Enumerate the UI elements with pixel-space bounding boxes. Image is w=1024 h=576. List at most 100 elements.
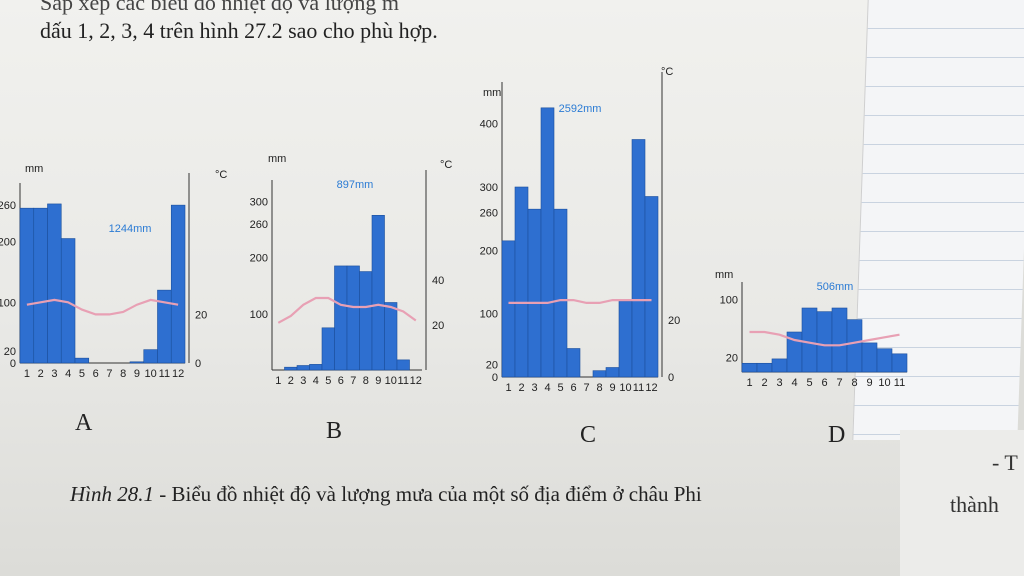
y2-tick-label: 20 xyxy=(668,315,680,327)
bar xyxy=(384,302,398,371)
x-tick-label: 11 xyxy=(159,368,170,380)
bar xyxy=(321,327,335,371)
bar xyxy=(631,139,646,378)
bar xyxy=(33,207,48,364)
x-tick-label: 4 xyxy=(791,377,797,389)
x-tick-label: 6 xyxy=(570,382,576,394)
caption-text: - Biểu đồ nhiệt độ và lượng mưa của một … xyxy=(154,482,702,506)
x-tick-label: 12 xyxy=(410,375,422,387)
x-tick-label: 10 xyxy=(878,377,890,389)
bar xyxy=(47,203,62,364)
x-tick-label: 9 xyxy=(134,368,140,380)
y-tick-label: 300 xyxy=(480,182,498,194)
chart-c: 1 2 3 4 5 6 7 8 9 10 11 12020100200260300400020mm°C… xyxy=(480,66,681,394)
y-tick-label: 100 xyxy=(720,294,738,306)
y2-tick-label: 0 xyxy=(195,358,201,370)
bar xyxy=(771,358,788,373)
x-tick-label: 9 xyxy=(375,375,381,387)
bar xyxy=(801,307,818,373)
x-tick-label: 2 xyxy=(518,382,524,394)
bar xyxy=(371,215,385,371)
x-tick-label: 3 xyxy=(300,375,306,387)
notebook-edge xyxy=(900,430,1024,576)
chart-letter-d: D xyxy=(828,422,846,448)
y2-axis-label: °C xyxy=(440,159,452,171)
x-tick-label: 5 xyxy=(325,375,331,387)
x-tick-label: 8 xyxy=(363,375,369,387)
bar xyxy=(296,365,310,371)
x-tick-label: 3 xyxy=(531,382,537,394)
textbook-page xyxy=(0,0,900,576)
total-rainfall-label: 506mm xyxy=(817,281,854,293)
temperature-line xyxy=(508,299,652,304)
chart-letter-c: C xyxy=(580,422,597,448)
y-tick-label: 100 xyxy=(0,297,16,309)
y-axis-label: mm xyxy=(268,153,286,165)
x-tick-label: 9 xyxy=(609,382,615,394)
y2-tick-label: 40 xyxy=(432,275,444,287)
x-tick-label: 9 xyxy=(866,377,872,389)
temperature-line xyxy=(277,296,417,324)
bar xyxy=(861,342,878,373)
x-tick-label: 7 xyxy=(583,382,589,394)
y2-axis-label: °C xyxy=(215,169,227,181)
y-tick-label: 260 xyxy=(250,219,268,231)
x-tick-label: 1 xyxy=(275,375,281,387)
bar xyxy=(501,240,516,378)
bar xyxy=(284,366,298,371)
x-tick-label: 6 xyxy=(338,375,344,387)
bar xyxy=(566,348,581,378)
x-tick-label: 4 xyxy=(65,368,71,380)
bar xyxy=(309,364,323,371)
bar xyxy=(605,367,620,378)
y-tick-label: 100 xyxy=(250,309,268,321)
x-tick-label: 1 xyxy=(505,382,511,394)
x-tick-label: 4 xyxy=(544,382,550,394)
bar xyxy=(74,357,90,364)
x-tick-label: 6 xyxy=(93,368,99,380)
x-tick-label: 2 xyxy=(288,375,294,387)
total-rainfall-label: 897mm xyxy=(337,179,374,191)
bar xyxy=(644,196,659,378)
bar xyxy=(846,319,863,373)
total-rainfall-label: 1244mm xyxy=(109,223,152,235)
bar xyxy=(891,353,908,373)
y-tick-label: 20 xyxy=(4,346,16,358)
y-tick-label: 200 xyxy=(250,253,268,265)
y-axis-label: mm xyxy=(715,269,733,281)
instruction-line-1: Sắp xếp các biểu đồ nhiệt độ và lượng m xyxy=(40,0,399,15)
x-tick-label: 3 xyxy=(51,368,57,380)
y2-tick-label: 0 xyxy=(668,372,674,384)
bar xyxy=(876,348,893,373)
y-tick-label: 20 xyxy=(486,359,498,371)
x-tick-label: 3 xyxy=(776,377,782,389)
x-tick-label: 5 xyxy=(806,377,812,389)
bar xyxy=(359,271,373,371)
bar xyxy=(129,361,145,364)
bar xyxy=(396,359,410,371)
bar xyxy=(514,186,529,378)
x-tick-label: 6 xyxy=(821,377,827,389)
chart-d: 1 2 3 4 5 6 7 8 9 10 11 20 100 mm 506mm xyxy=(715,269,908,389)
x-tick-label: 8 xyxy=(596,382,602,394)
y2-axis-label: °C xyxy=(661,66,673,78)
x-tick-label: 5 xyxy=(557,382,563,394)
y-tick-label: 300 xyxy=(250,196,268,208)
bar xyxy=(143,349,158,364)
y-tick-label: 400 xyxy=(480,119,498,131)
x-tick-label: 4 xyxy=(313,375,319,387)
y2-tick-label: 20 xyxy=(195,309,207,321)
side-text-1: - T xyxy=(992,450,1018,475)
caption-label: Hình 28.1 xyxy=(70,482,154,506)
chart-letter-b: B xyxy=(326,418,343,444)
bar xyxy=(756,362,773,373)
x-tick-label: 11 xyxy=(633,382,644,394)
x-tick-label: 7 xyxy=(106,368,112,380)
y-tick-label: 20 xyxy=(726,352,738,364)
x-tick-label: 11 xyxy=(894,377,905,389)
bar xyxy=(592,370,607,378)
bar xyxy=(170,204,186,364)
y-tick-label: 200 xyxy=(480,245,498,257)
y-axis-label: mm xyxy=(483,87,501,99)
